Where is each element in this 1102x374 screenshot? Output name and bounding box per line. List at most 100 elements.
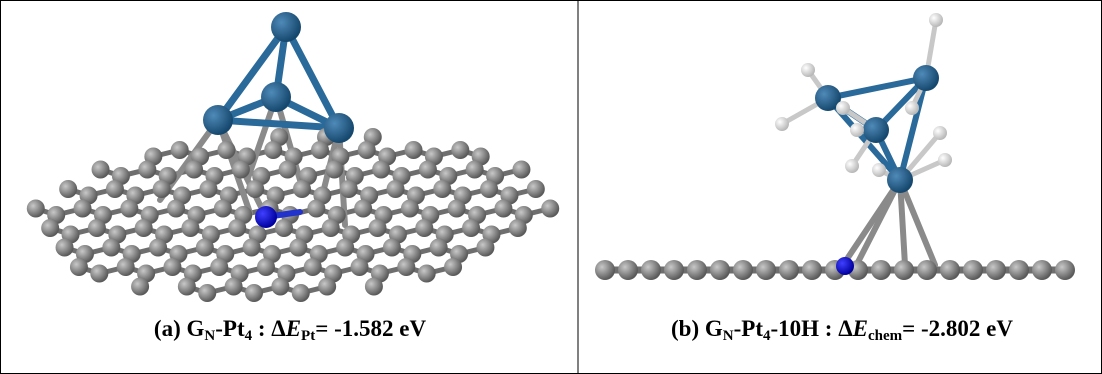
atom [307,200,325,218]
atom [138,161,156,179]
atom [59,180,77,198]
atom [913,65,939,91]
figure: (a) GN-Pt4 : ΔEPt= -1.582 eV (b) GN-Pt4-… [0,0,1102,374]
atom [836,101,850,115]
atom [527,180,545,198]
atom [845,159,859,173]
atom [131,278,149,296]
atom [462,219,480,237]
atom [618,260,638,280]
caption-a: (a) GN-Pt4 : ΔEPt= -1.582 eV [154,316,426,345]
caption-sub: Pt [301,328,315,344]
atom [275,219,293,237]
atom [401,200,419,218]
atom [963,260,983,280]
atom [418,265,436,283]
atom [872,163,886,177]
atom [325,161,343,179]
caption-text: -Pt [215,316,244,341]
atom [369,219,387,237]
atom [887,167,913,193]
caption-sub: chem [868,328,902,344]
atom [246,180,264,198]
atom [415,219,433,237]
atom [324,113,354,143]
atom [541,200,559,218]
caption-text: (a) G [154,316,204,341]
atom [88,219,106,237]
atom [255,206,277,228]
structure-b [595,13,1075,280]
atom [1009,260,1029,280]
atom [56,239,74,257]
atom [171,141,189,159]
atom [311,141,329,159]
atom [419,161,437,179]
atom [938,153,952,167]
atom [117,258,135,276]
atom [365,278,383,296]
atom [257,258,275,276]
atom [70,258,88,276]
atom [264,141,282,159]
atom [451,141,469,159]
atom [106,180,124,198]
atom [340,180,358,198]
atom [135,219,153,237]
atom [292,284,310,302]
atom [933,126,947,140]
atom [871,260,891,280]
atom [214,200,232,218]
atom [178,278,196,296]
atom [351,258,369,276]
atom [167,200,185,218]
atom [405,141,423,159]
atom [210,258,228,276]
atom [322,219,340,237]
atom [801,63,815,77]
atom [358,141,376,159]
atom [185,161,203,179]
atom [203,105,233,135]
atom [687,260,707,280]
atom [733,260,753,280]
atom [894,260,914,280]
caption-text: : Δ [252,316,286,341]
atom [120,200,138,218]
atom [802,260,822,280]
atom [836,257,854,275]
caption-italic: E [286,316,301,341]
caption-sub: N [723,328,734,344]
atom [225,278,243,296]
atom [354,200,372,218]
atom [217,141,235,159]
atom [41,219,59,237]
atom [181,219,199,237]
atom [917,260,937,280]
atom [74,200,92,218]
atom [336,239,354,257]
atom [512,161,530,179]
atom [641,260,661,280]
caption-b: (b) GN-Pt4-10H : ΔEchem= -2.802 eV [671,316,1013,345]
atom [433,180,451,198]
atom [198,284,216,302]
atom [775,117,789,131]
atom [261,82,291,112]
structure-a [27,12,559,302]
atom [228,219,246,237]
atom [243,239,261,257]
atom [494,200,512,218]
atom [102,239,120,257]
caption-text: = -1.582 eV [315,316,426,341]
atom [397,258,415,276]
atom [476,239,494,257]
atom [779,260,799,280]
atom [1032,260,1052,280]
atom [163,258,181,276]
atom [90,265,108,283]
atom [710,260,730,280]
atom [595,260,615,280]
caption-text: = -2.802 eV [902,316,1013,341]
atom [318,278,336,296]
